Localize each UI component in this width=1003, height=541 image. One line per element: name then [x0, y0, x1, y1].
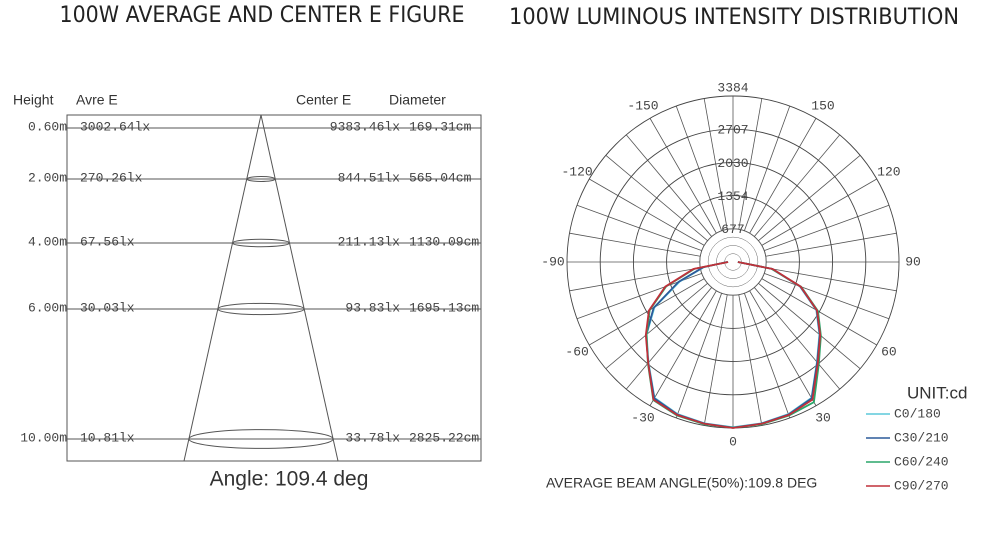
cone-section	[217, 302, 305, 316]
avre-e: 3002.64lx	[80, 119, 150, 134]
cone-section	[246, 176, 276, 182]
cone-section	[188, 429, 334, 449]
minor-ring	[707, 236, 759, 288]
grid-ring	[632, 161, 834, 363]
grid-ring	[666, 195, 800, 329]
cone-angle: Angle: 109.4 deg	[210, 468, 369, 491]
r-tick-label: 3384	[717, 80, 748, 95]
chart-title: 100W LUMINOUS INTENSITY DISTRIBUTION	[509, 5, 959, 30]
unit-label: UNIT:cd	[907, 383, 967, 402]
grid-ring	[699, 228, 767, 296]
intensity-curve	[644, 261, 822, 429]
r-tick-label: 1354	[717, 189, 748, 204]
angle-tick-label: -150	[627, 99, 658, 114]
cone-edge	[260, 114, 339, 462]
height: 10.00m	[20, 430, 67, 445]
minor-ring	[716, 245, 750, 279]
height: 0.60m	[28, 119, 67, 134]
angle-tick-label: 0	[729, 434, 737, 449]
r-tick-label: 2707	[717, 123, 748, 138]
center-e: 9383.46lx	[330, 119, 400, 134]
angle-tick-label: 120	[877, 164, 900, 179]
column-header: Height	[13, 92, 54, 108]
angle-tick-label: -30	[631, 410, 654, 425]
diameter: 2825.22cm	[409, 430, 479, 445]
cone-frame	[66, 114, 482, 462]
center-e: 33.78lx	[345, 430, 400, 445]
cone-section	[232, 238, 290, 248]
column-header: Center E	[296, 92, 351, 108]
height: 2.00m	[28, 170, 67, 185]
center-e: 211.13lx	[338, 234, 401, 249]
legend-label: C90/270	[894, 478, 949, 493]
legend-label: C0/180	[894, 406, 941, 421]
center-e: 93.83lx	[345, 300, 400, 315]
avre-e: 10.81lx	[80, 430, 135, 445]
column-header: Diameter	[389, 92, 446, 108]
avre-e: 30.03lx	[80, 300, 135, 315]
angle-tick-label: 150	[811, 99, 834, 114]
minor-ring	[699, 228, 767, 296]
legend-label: C60/240	[894, 454, 949, 469]
chart-footer: AVERAGE BEAM ANGLE(50%):109.8 DEG	[546, 475, 817, 491]
r-tick-label: 2030	[717, 156, 748, 171]
angle-tick-label: 60	[881, 344, 897, 359]
diameter: 1695.13cm	[409, 300, 479, 315]
angle-tick-label: 30	[815, 410, 831, 425]
grid-ring	[599, 128, 867, 396]
height: 4.00m	[28, 234, 67, 249]
column-header: Avre E	[76, 92, 118, 108]
cone-title: 100W AVERAGE AND CENTER E FIGURE	[60, 3, 465, 28]
cone-edge	[183, 114, 262, 462]
r-tick-label: 677	[721, 222, 744, 237]
angle-tick-label: -120	[562, 164, 593, 179]
angle-tick-label: 90	[905, 254, 921, 269]
height: 6.00m	[28, 300, 67, 315]
avre-e: 270.26lx	[80, 170, 143, 185]
legend-label: C30/210	[894, 430, 949, 445]
center-e: 844.51lx	[338, 170, 401, 185]
avre-e: 67.56lx	[80, 234, 135, 249]
diameter: 1130.09cm	[409, 234, 479, 249]
angle-tick-label: -60	[565, 344, 588, 359]
angle-tick-label: -90	[541, 254, 564, 269]
diameter: 169.31cm	[409, 119, 472, 134]
diameter: 565.04cm	[409, 170, 472, 185]
